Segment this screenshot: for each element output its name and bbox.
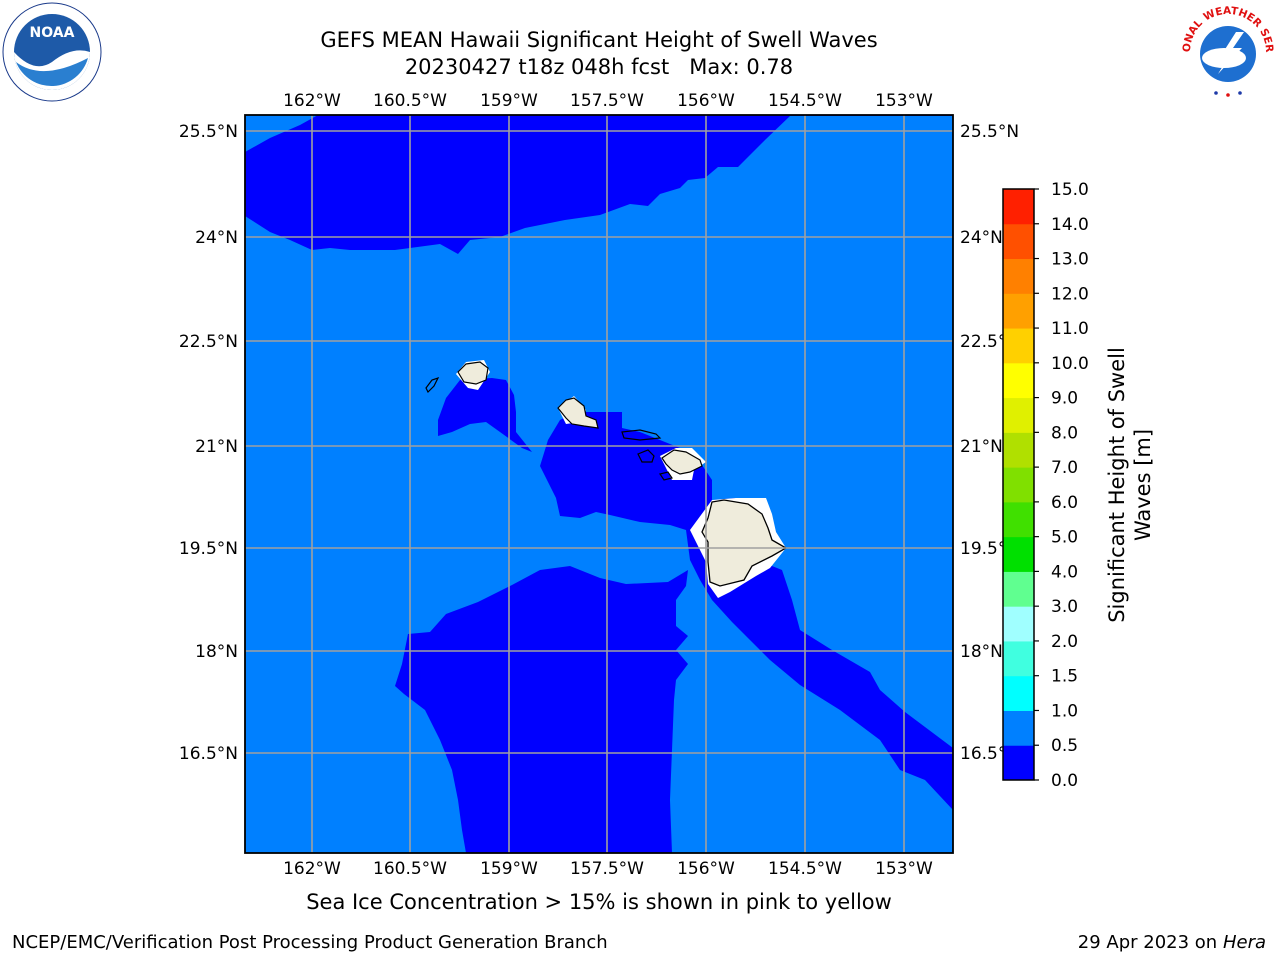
swell-band-south: [395, 566, 688, 853]
lon-label-bottom: 160.5°W: [373, 859, 447, 879]
lon-label-top: 160.5°W: [373, 91, 447, 111]
colorbar-tick-label: 2.0: [1051, 632, 1078, 652]
lon-label-top: 153°W: [875, 91, 933, 111]
lat-label-right: 24°N: [960, 228, 1003, 248]
lon-label-bottom: 156°W: [677, 859, 735, 879]
producer-credit: NCEP/EMC/Verification Post Processing Pr…: [12, 932, 608, 953]
colorbar-tick-label: 1.0: [1051, 701, 1078, 721]
colorbar-swatch: [1003, 328, 1034, 364]
colorbar-swatch: [1003, 606, 1034, 642]
island-maui: [661, 449, 703, 475]
lon-label-top: 157.5°W: [570, 91, 644, 111]
colorbar-tick-label: 13.0: [1051, 250, 1089, 270]
colorbar-tick-label: 0.5: [1051, 736, 1078, 756]
colorbar-tick-label: 3.0: [1051, 597, 1078, 617]
colorbar-tick-label: 15.0: [1051, 180, 1089, 200]
colorbar-swatch: [1003, 571, 1034, 607]
colorbar-swatch: [1003, 397, 1034, 433]
colorbar-tick-label: 0.0: [1051, 771, 1078, 791]
map-subtitle: 20230427 t18z 048h fcst Max: 0.78: [404, 55, 794, 79]
lon-label-bottom: 162°W: [283, 859, 341, 879]
colorbar-swatch: [1003, 640, 1034, 677]
map-title: GEFS MEAN Hawaii Significant Height of S…: [320, 28, 878, 52]
colorbar-tick-label: 10.0: [1051, 354, 1089, 374]
swell-band-central: [540, 412, 953, 810]
generated-date: 29 Apr 2023 on Hera: [1078, 932, 1266, 953]
colorbar-swatch: [1003, 293, 1034, 329]
colorbar-swatch: [1003, 536, 1034, 572]
lon-label-bottom: 153°W: [875, 859, 933, 879]
lat-label-left: 24°N: [195, 228, 238, 248]
svg-text:NOAA: NOAA: [30, 25, 75, 41]
swell-band-north-corner: [245, 115, 318, 152]
noaa-logo-icon: NOAA: [2, 2, 102, 102]
lon-label-top: 159°W: [480, 91, 538, 111]
colorbar-swatch: [1003, 362, 1034, 399]
lat-label-left: 22.5°N: [179, 332, 238, 352]
lat-label-right: 18°N: [960, 642, 1003, 662]
lon-label-top: 156°W: [677, 91, 735, 111]
lat-label-right: 25.5°N: [960, 122, 1019, 142]
map-frame: [244, 114, 954, 854]
colorbar-swatch: [1003, 258, 1034, 294]
host-name: Hera: [1222, 932, 1266, 953]
nws-logo-icon: NATIONAL WEATHER SERVICE: [1178, 2, 1275, 99]
colorbar-swatch: [1003, 501, 1034, 538]
lat-label-left: 25.5°N: [179, 122, 238, 142]
colorbar-swatch: [1003, 223, 1034, 260]
colorbar-tick-label: 12.0: [1051, 284, 1089, 304]
generated-date-text: 29 Apr 2023 on: [1077, 932, 1223, 953]
island-molokai: [621, 429, 662, 441]
colorbar-label: Significant Height of Swell: [1105, 347, 1129, 623]
lon-label-bottom: 154.5°W: [768, 859, 842, 879]
lon-label-bottom: 157.5°W: [570, 859, 644, 879]
colorbar-tick-label: 7.0: [1051, 458, 1078, 478]
island-niihau: [425, 376, 440, 394]
colorbar: [1003, 189, 1034, 781]
swell-band-north: [245, 115, 953, 254]
colorbar-label: Waves [m]: [1131, 429, 1155, 541]
island-lanai: [637, 449, 655, 463]
sea-ice-footnote: Sea Ice Concentration > 15% is shown in …: [306, 890, 892, 914]
lat-label-left: 18°N: [195, 642, 238, 662]
colorbar-swatch: [1003, 745, 1034, 781]
island-kahoolawe: [659, 471, 673, 481]
lon-label-top: 154.5°W: [768, 91, 842, 111]
colorbar-swatch: [1003, 710, 1034, 746]
colorbar-tick-label: 11.0: [1051, 319, 1089, 339]
colorbar-tick-label: 14.0: [1051, 215, 1089, 235]
lat-label-right: 21°N: [960, 437, 1003, 457]
lon-label-top: 162°W: [283, 91, 341, 111]
lat-label-left: 19.5°N: [179, 539, 238, 559]
colorbar-tick-label: 4.0: [1051, 562, 1078, 582]
colorbar-tick-label: 1.5: [1051, 667, 1078, 687]
colorbar-tick-label: 5.0: [1051, 528, 1078, 548]
island-kauai: [457, 361, 489, 385]
lat-label-left: 16.5°N: [179, 744, 238, 764]
map-gridlines: [245, 115, 953, 853]
lon-label-bottom: 159°W: [480, 859, 538, 879]
colorbar-swatch: [1003, 189, 1034, 225]
colorbar-frame: [1002, 188, 1035, 781]
colorbar-swatch: [1003, 432, 1034, 468]
colorbar-swatch: [1003, 675, 1034, 711]
colorbar-tick-label: 8.0: [1051, 423, 1078, 443]
island-oahu: [557, 397, 599, 429]
colorbar-tick-label: 9.0: [1051, 389, 1078, 409]
colorbar-tick-label: 6.0: [1051, 493, 1078, 513]
colorbar-swatch: [1003, 467, 1034, 503]
lat-label-left: 21°N: [195, 437, 238, 457]
